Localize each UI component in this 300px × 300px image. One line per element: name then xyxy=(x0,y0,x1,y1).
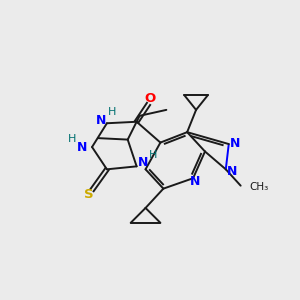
Text: N: N xyxy=(76,141,87,154)
Text: N: N xyxy=(96,114,107,128)
Text: CH₃: CH₃ xyxy=(249,182,268,192)
Text: N: N xyxy=(227,165,238,178)
Text: O: O xyxy=(144,92,156,105)
Text: H: H xyxy=(149,150,157,160)
Text: N: N xyxy=(138,156,148,169)
Text: H: H xyxy=(108,107,116,117)
Text: S: S xyxy=(84,188,93,201)
Text: H: H xyxy=(68,134,76,144)
Text: N: N xyxy=(230,137,241,150)
Text: N: N xyxy=(189,175,200,188)
